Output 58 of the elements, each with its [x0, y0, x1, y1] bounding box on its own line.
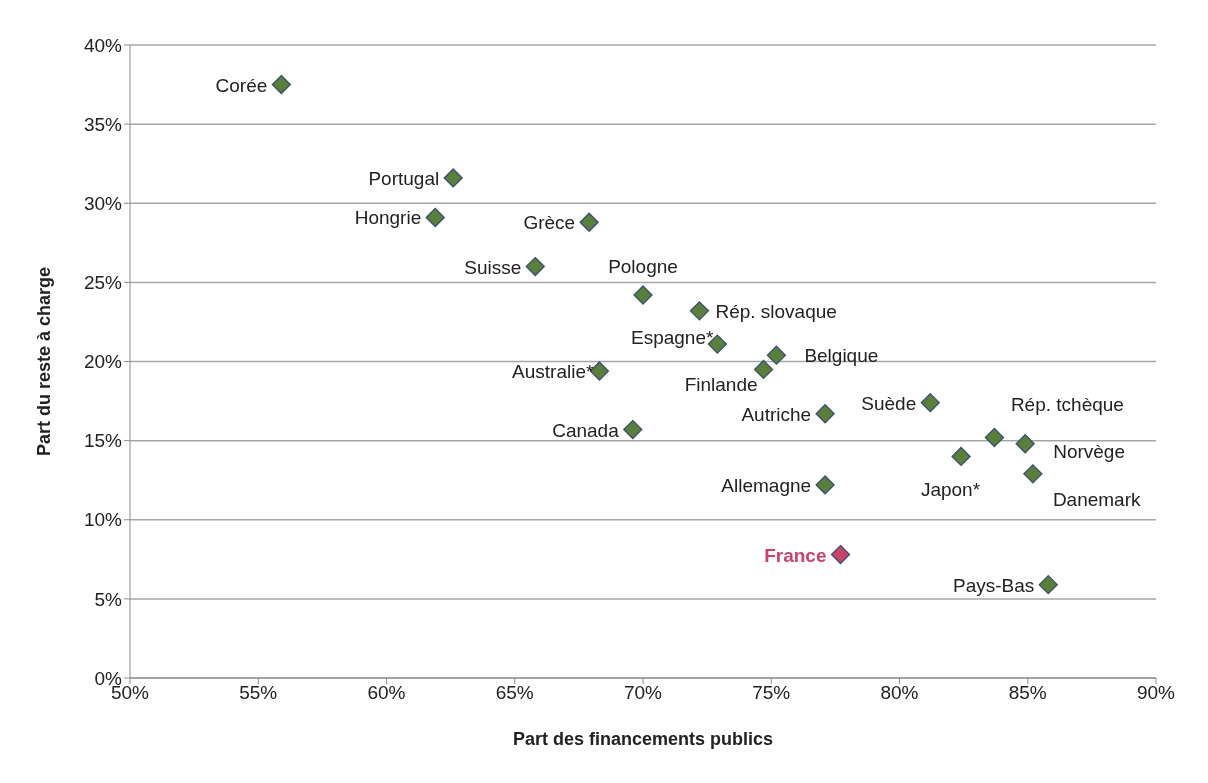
annotation: Canada	[552, 419, 620, 441]
point	[633, 285, 653, 305]
point	[689, 301, 710, 321]
x-tick-label: 65%	[495, 682, 534, 704]
point	[443, 168, 463, 188]
point	[623, 419, 643, 440]
annotation: Grèce	[523, 212, 576, 234]
x-tick-label: 85%	[1008, 682, 1047, 704]
point	[425, 207, 445, 228]
y-tick-label: 5%	[94, 588, 123, 610]
point	[815, 404, 835, 424]
y-tick-label: 40%	[83, 34, 123, 56]
annotation: Japon*	[920, 479, 981, 501]
point	[525, 256, 545, 277]
point	[1023, 464, 1043, 484]
y-tick-label: 15%	[83, 430, 123, 452]
annotation: Pays-Bas	[952, 574, 1035, 596]
y-tick-label: 30%	[83, 192, 123, 214]
annotation: Suède	[861, 392, 917, 414]
point	[1038, 574, 1058, 595]
point	[815, 475, 835, 495]
annotation: Autriche	[741, 403, 812, 425]
annotation: Rép. tchèque	[1010, 394, 1124, 416]
y-tick-label: 25%	[83, 272, 123, 294]
y-tick-label: 10%	[83, 509, 123, 531]
annotation: Allemagne	[721, 474, 812, 496]
point	[830, 544, 851, 565]
point	[271, 74, 291, 95]
x-tick-label: 90%	[1136, 682, 1176, 704]
x-tick-label: 75%	[752, 682, 791, 704]
point	[951, 446, 971, 467]
annotation: Australie*	[512, 360, 594, 382]
annotation: Suisse	[464, 256, 522, 278]
x-tick-label: 80%	[880, 682, 919, 704]
y-tick-label: 20%	[83, 351, 123, 373]
x-tick-label: 70%	[623, 682, 663, 704]
point	[920, 393, 940, 413]
annotation: Norvège	[1053, 440, 1126, 462]
point	[579, 212, 599, 232]
point	[1015, 434, 1035, 454]
annotation: Finlande	[684, 374, 758, 396]
point	[984, 427, 1005, 448]
annotation: Portugal	[368, 167, 440, 189]
x-tick-label: 55%	[239, 682, 278, 704]
annotation: Hongrie	[354, 207, 422, 229]
x-axis-title: Part des financements publics	[512, 729, 774, 749]
annotation: Espagne*	[630, 327, 714, 349]
annotation: Pologne	[608, 256, 678, 278]
annotation: Danemark	[1052, 488, 1142, 510]
x-tick-label: 60%	[367, 682, 406, 704]
point	[766, 345, 787, 365]
annotation: Corée	[215, 74, 268, 96]
annotation: Rép. slovaque	[715, 300, 837, 322]
point	[753, 359, 774, 380]
y-axis-title: Part du reste à charge	[34, 266, 55, 457]
annotation: France	[764, 544, 827, 566]
annotation: Belgique	[804, 345, 879, 367]
y-tick-label: 35%	[83, 113, 123, 135]
